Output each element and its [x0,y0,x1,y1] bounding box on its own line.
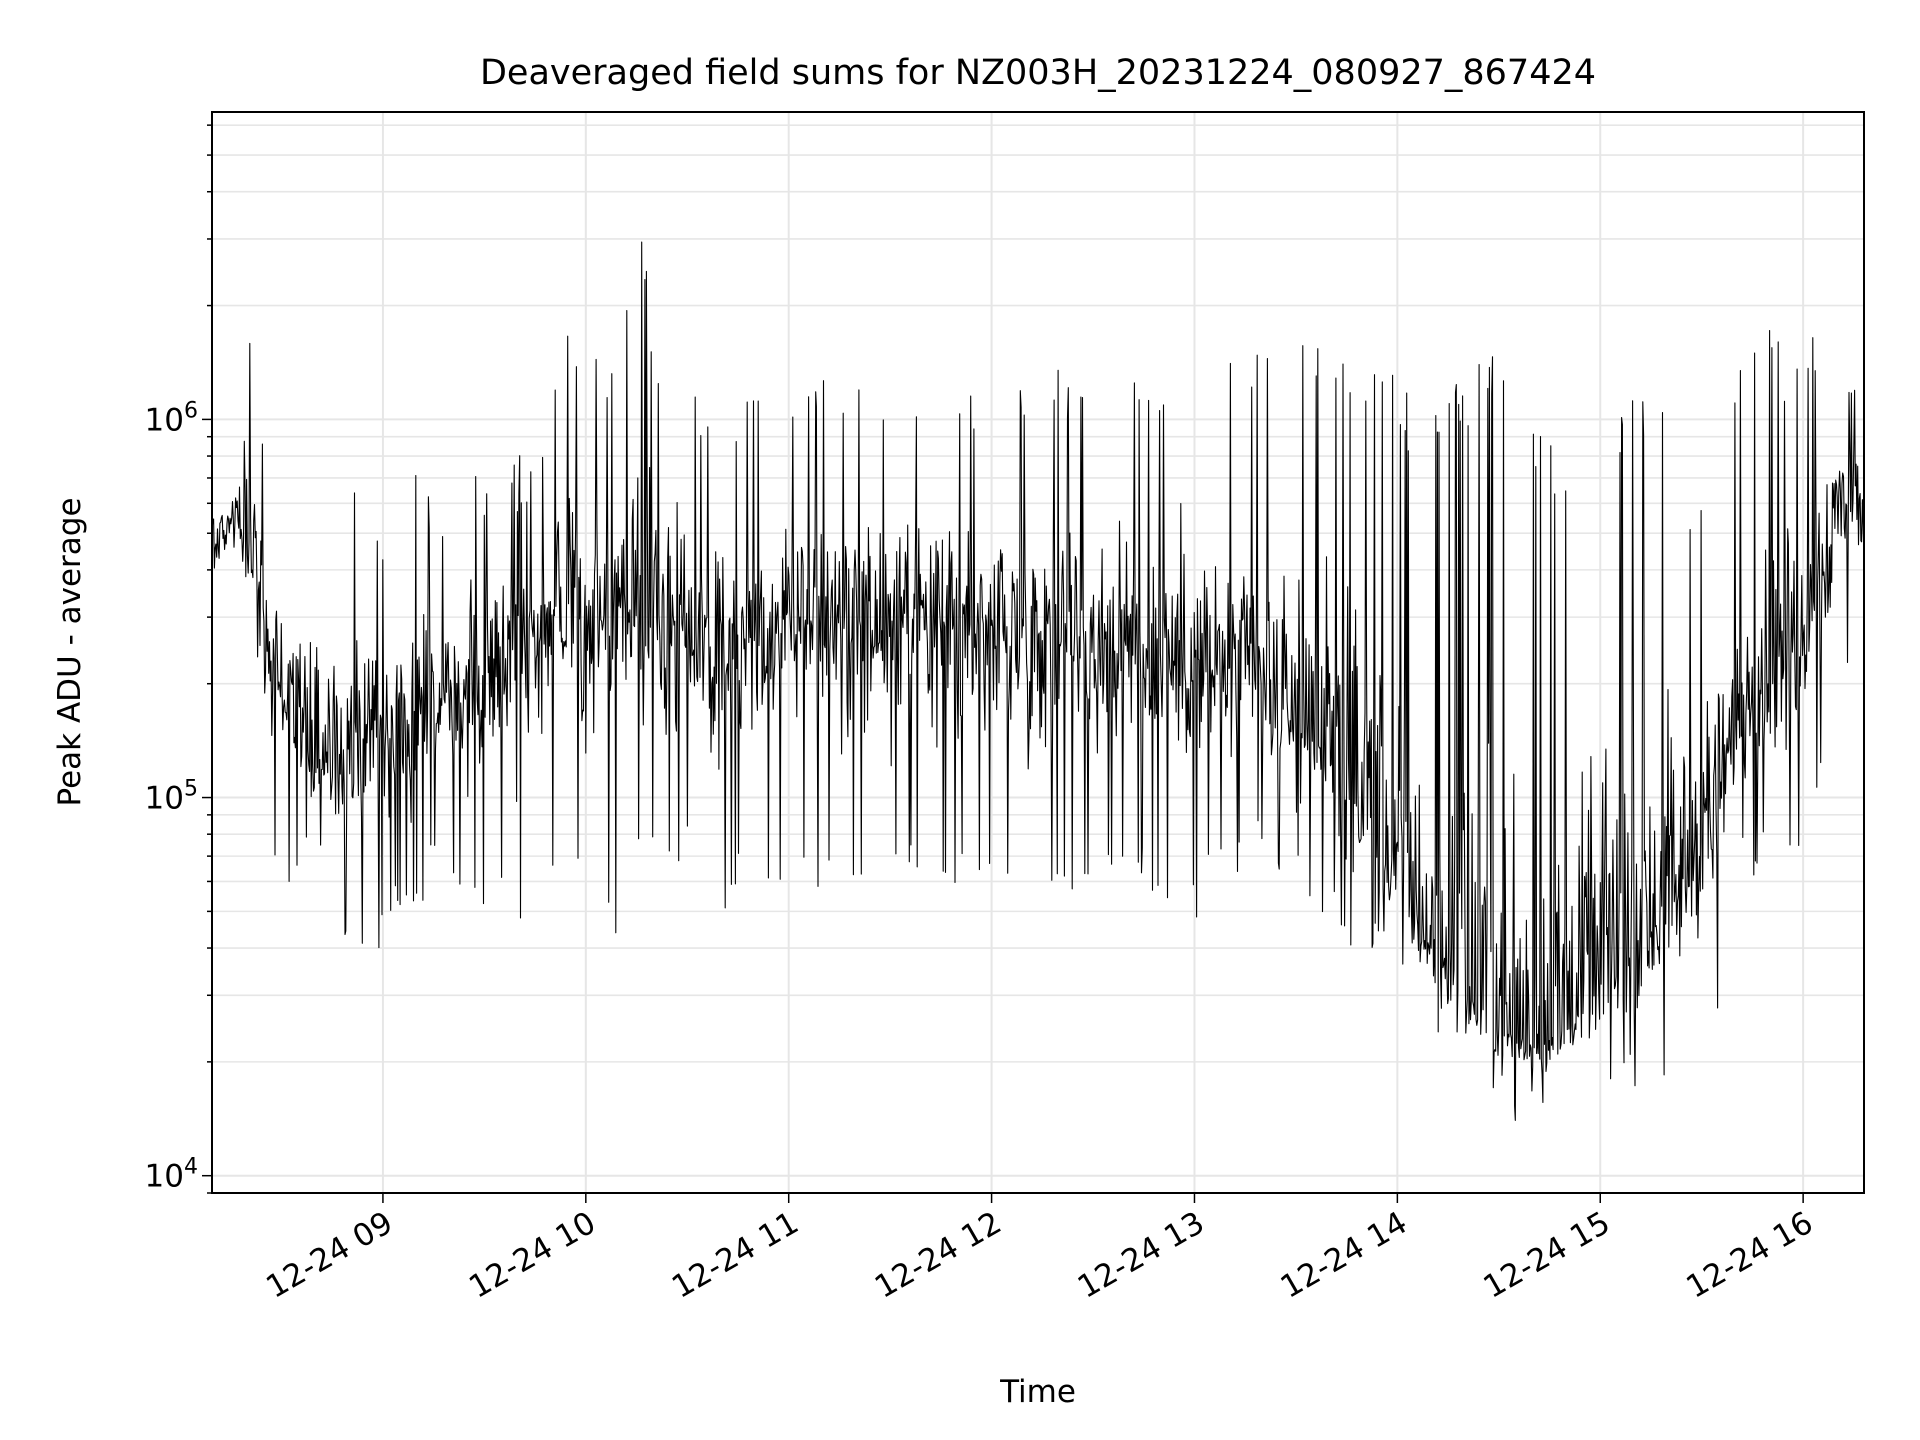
x-axis-label: Time [999,1374,1076,1410]
series-line [212,241,1864,1121]
y-tick-label: 106 [145,398,198,438]
y-tick-label: 105 [145,777,198,817]
chart-title: Deaveraged field sums for NZ003H_2023122… [480,53,1596,93]
y-axis-label: Peak ADU - average [52,497,88,806]
y-axis: 104 105 106 [145,124,212,1195]
grid-lines [212,112,1864,1194]
y-tick-label: 104 [145,1155,198,1195]
plot-frame [211,111,1865,1194]
